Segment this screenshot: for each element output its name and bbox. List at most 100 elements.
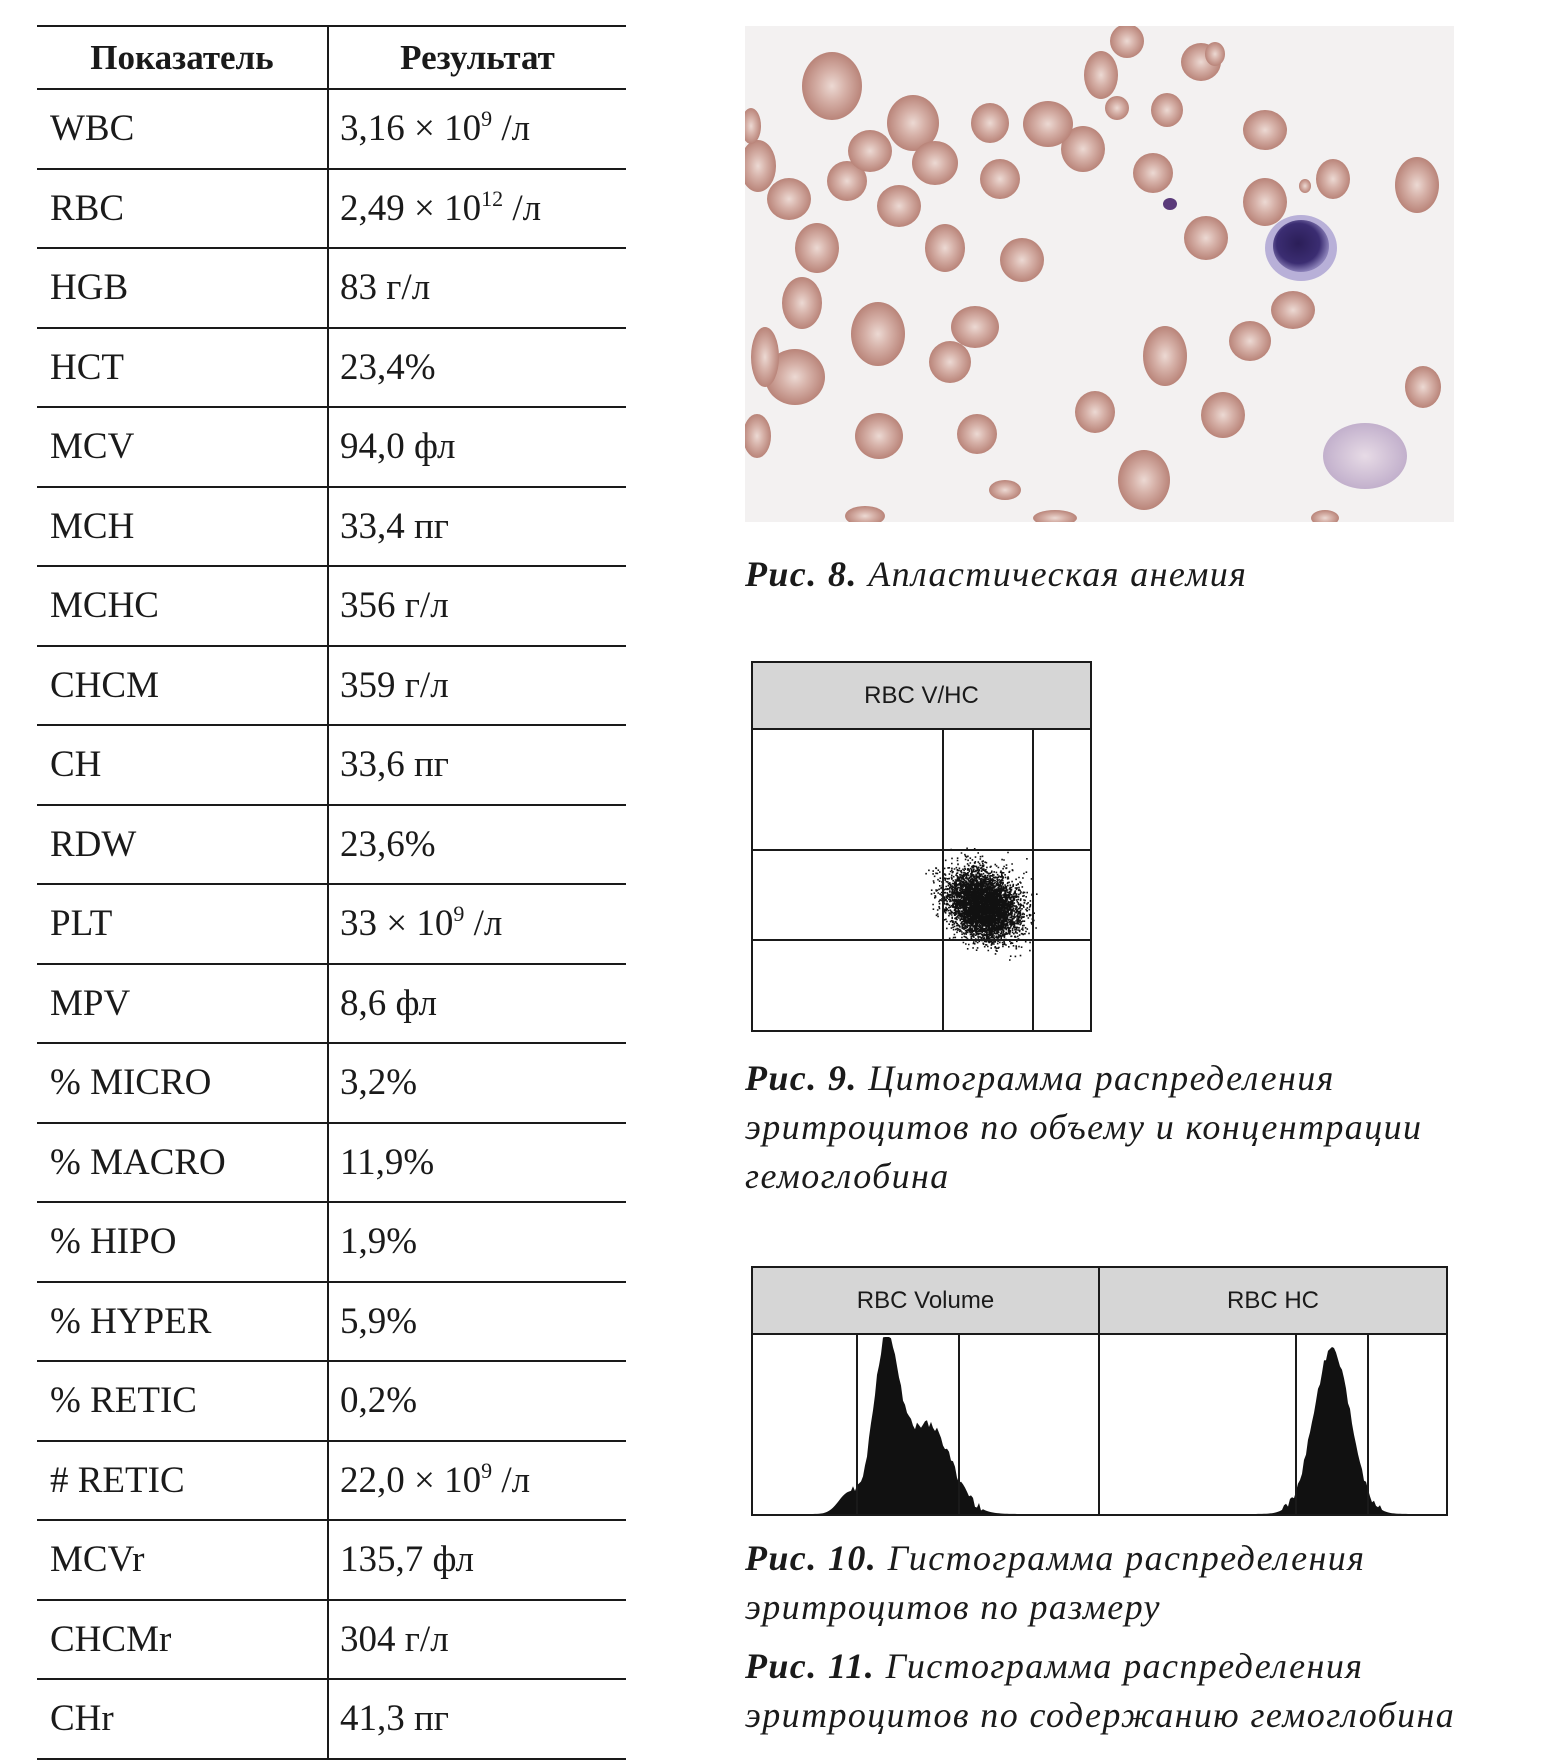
- red-blood-cell: [745, 140, 776, 192]
- parameter-value: 356 г/л: [328, 566, 626, 647]
- parameter-name: CHr: [37, 1679, 329, 1760]
- red-blood-cell: [765, 349, 825, 405]
- lymphocyte-nucleus: [1273, 220, 1329, 272]
- histogram-panel: RBC Volume RBC HC: [751, 1266, 1448, 1516]
- red-blood-cell: [1405, 366, 1441, 408]
- parameter-name: HCT: [37, 327, 329, 408]
- red-blood-cell: [745, 108, 761, 144]
- table-row: CHCM 359 г/л: [37, 645, 626, 726]
- table-row: % HIPO 1,9%: [37, 1202, 626, 1283]
- red-blood-cell: [1033, 510, 1077, 522]
- value-unit: /л: [503, 187, 542, 229]
- figure-9-text: Цитограмма распределения эритроцитов по …: [745, 1058, 1423, 1196]
- value-text: 135,7 фл: [340, 1539, 475, 1581]
- platelet: [1163, 198, 1177, 210]
- red-blood-cell: [1395, 157, 1439, 213]
- value-exponent: 9: [453, 901, 465, 927]
- value-text: 94,0 фл: [340, 426, 456, 468]
- parameter-value: 33,4 пг: [328, 486, 626, 567]
- red-blood-cell: [1243, 110, 1287, 150]
- table-row: MCVr 135,7 фл: [37, 1520, 626, 1601]
- parameter-name: % HYPER: [37, 1281, 329, 1362]
- parameter-name: MCVr: [37, 1520, 329, 1601]
- table-row: MCV 94,0 фл: [37, 407, 626, 488]
- parameter-name: MCHC: [37, 566, 329, 647]
- value-text: 33,6 пг: [340, 744, 449, 786]
- red-blood-cell: [1311, 510, 1339, 522]
- parameter-name: CH: [37, 725, 329, 806]
- red-blood-cell: [1110, 26, 1144, 58]
- value-unit: /л: [492, 1459, 531, 1501]
- value-text: 33 × 10: [340, 903, 454, 945]
- table-row: MCHC 356 г/л: [37, 566, 626, 647]
- red-blood-cell: [877, 185, 921, 227]
- red-blood-cell: [1105, 96, 1129, 120]
- figure-8-caption: Рис. 8. Апластическая анемия: [745, 550, 1545, 599]
- parameter-name: PLT: [37, 884, 329, 965]
- red-blood-cell: [1184, 216, 1228, 260]
- parameter-value: 41,3 пг: [328, 1679, 626, 1760]
- parameter-name: MCH: [37, 486, 329, 567]
- table-row: % MACRO 11,9%: [37, 1122, 626, 1203]
- red-blood-cell: [1023, 101, 1073, 147]
- table-row: % MICRO 3,2%: [37, 1043, 626, 1124]
- value-text: 11,9%: [340, 1141, 435, 1183]
- red-blood-cell: [767, 178, 811, 220]
- figure-10-text: Гистограмма распределения эритроцитов по…: [745, 1538, 1366, 1627]
- figure-9-label: Рис. 9.: [745, 1058, 858, 1098]
- figure-11-label: Рис. 11.: [745, 1646, 876, 1686]
- parameter-value: 135,7 фл: [328, 1520, 626, 1601]
- value-text: 23,4%: [340, 346, 436, 388]
- figure-11-caption: Рис. 11. Гистограмма распределения эритр…: [745, 1642, 1545, 1740]
- red-blood-cell: [912, 141, 958, 185]
- parameter-name: % MICRO: [37, 1043, 329, 1124]
- table-row: MPV 8,6 фл: [37, 963, 626, 1044]
- table-row: WBC 3,16 × 109 /л: [37, 89, 626, 170]
- red-blood-cell: [989, 480, 1021, 500]
- red-blood-cell: [957, 414, 997, 454]
- parameter-name: RBC: [37, 168, 329, 249]
- value-text: 304 г/л: [340, 1618, 449, 1660]
- parameter-name: HGB: [37, 248, 329, 329]
- red-blood-cell: [971, 103, 1009, 143]
- parameter-value: 359 г/л: [328, 645, 626, 726]
- parameter-value: 23,4%: [328, 327, 626, 408]
- parameter-name: % MACRO: [37, 1122, 329, 1203]
- parameter-name: CHCMr: [37, 1599, 329, 1680]
- table-row: HCT 23,4%: [37, 327, 626, 408]
- scatter-dots: [925, 847, 1038, 961]
- red-blood-cell: [1061, 126, 1105, 172]
- value-text: 2,49 × 10: [340, 187, 482, 229]
- value-text: 0,2%: [340, 1380, 418, 1422]
- parameter-name: WBC: [37, 89, 329, 170]
- rbc-volume-curve: [753, 1337, 1098, 1514]
- value-text: 33,4 пг: [340, 505, 449, 547]
- figure-8-text: Апластическая анемия: [868, 554, 1248, 594]
- red-blood-cell: [951, 306, 999, 348]
- parameter-name: MCV: [37, 407, 329, 488]
- figure-8-label: Рис. 8.: [745, 554, 858, 594]
- value-text: 23,6%: [340, 823, 436, 865]
- red-blood-cell: [925, 224, 965, 272]
- red-blood-cell: [1271, 291, 1315, 329]
- parameter-value: 1,9%: [328, 1202, 626, 1283]
- red-blood-cell: [1143, 326, 1187, 386]
- red-blood-cell: [1118, 450, 1170, 510]
- parameter-value: 94,0 фл: [328, 407, 626, 488]
- value-text: 3,16 × 10: [340, 108, 482, 150]
- red-blood-cell: [751, 327, 779, 387]
- parameter-value: 22,0 × 109 /л: [328, 1440, 626, 1521]
- red-blood-cell: [1316, 159, 1350, 199]
- parameter-value: 3,16 × 109 /л: [328, 89, 626, 170]
- red-blood-cell: [1133, 153, 1173, 193]
- table-header-row: Показатель Результат: [37, 25, 626, 90]
- rbc-hc-title: RBC HC: [1100, 1268, 1446, 1335]
- table-row: HGB 83 г/л: [37, 248, 626, 329]
- header-result: Результат: [328, 25, 626, 90]
- red-blood-cell: [1151, 93, 1183, 127]
- header-parameter: Показатель: [37, 25, 329, 90]
- parameter-name: RDW: [37, 804, 329, 885]
- scatter-points: [925, 847, 1038, 961]
- red-blood-cell: [1000, 238, 1044, 282]
- figure-9-caption: Рис. 9. Цитограмма распределения эритроц…: [745, 1054, 1545, 1201]
